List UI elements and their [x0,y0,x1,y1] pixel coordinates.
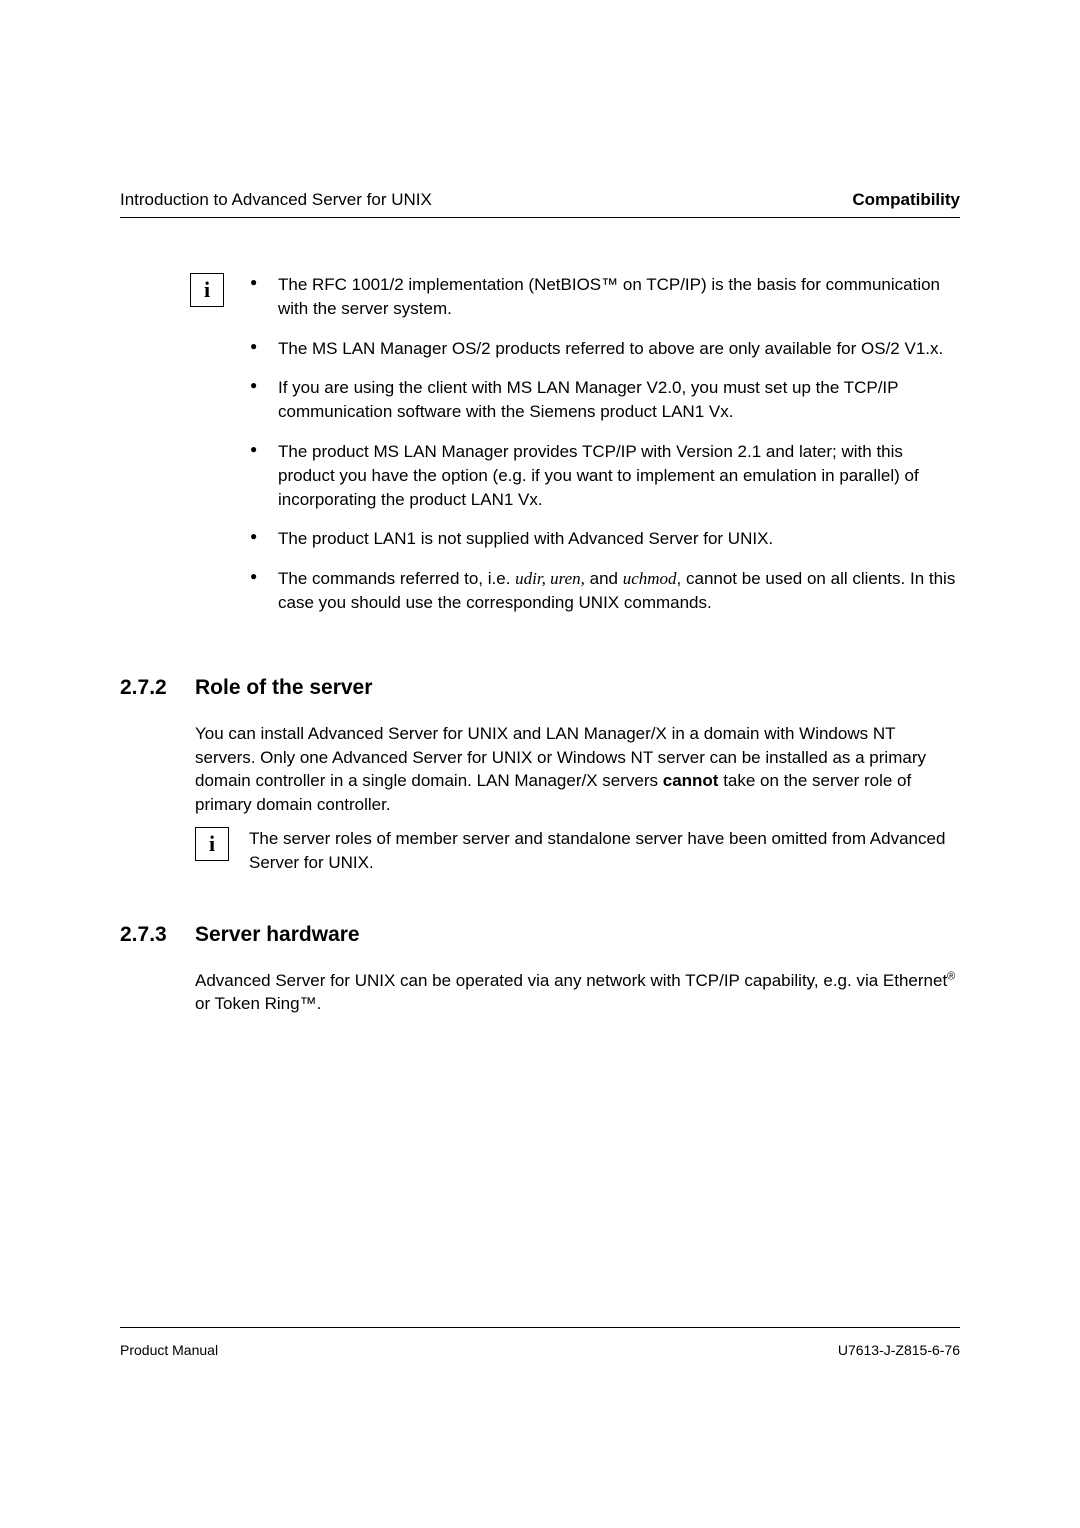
bold-text: cannot [663,771,719,790]
section-title: Server hardware [195,923,360,947]
header-left: Introduction to Advanced Server for UNIX [120,190,432,210]
list-item: The commands referred to, i.e. udir, ure… [250,567,960,615]
section-title: Role of the server [195,676,372,700]
list-item: The product MS LAN Manager provides TCP/… [250,440,960,511]
list-item: The MS LAN Manager OS/2 products referre… [250,337,960,361]
list-item: If you are using the client with MS LAN … [250,376,960,424]
bullet-text: The product MS LAN Manager provides TCP/… [278,442,919,509]
info-bullet-list: The RFC 1001/2 implementation (NetBIOS™ … [250,273,960,631]
section-number: 2.7.2 [120,676,195,700]
body-text-part: or Token Ring™. [195,994,321,1013]
bullet-text: and [585,569,623,588]
list-item: The product LAN1 is not supplied with Ad… [250,527,960,551]
superscript-text: ® [947,970,955,982]
section-273: 2.7.3 Server hardware Advanced Server fo… [120,923,960,1017]
bullet-text: The RFC 1001/2 implementation (NetBIOS™ … [278,275,940,318]
info-icon: i [190,273,224,307]
footer-right: U7613-J-Z815-6-76 [838,1342,960,1358]
bullet-text: The MS LAN Manager OS/2 products referre… [278,339,943,358]
info-note-block: i The RFC 1001/2 implementation (NetBIOS… [120,273,960,631]
body-text-part: Advanced Server for UNIX can be operated… [195,971,947,990]
section-heading: 2.7.3 Server hardware [120,923,960,947]
section-note: i The server roles of member server and … [195,827,960,875]
section-heading: 2.7.2 Role of the server [120,676,960,700]
bullet-text: If you are using the client with MS LAN … [278,378,898,421]
info-icon: i [195,827,229,861]
bullet-text: The product LAN1 is not supplied with Ad… [278,529,773,548]
note-text: The server roles of member server and st… [249,827,960,875]
list-item: The RFC 1001/2 implementation (NetBIOS™ … [250,273,960,321]
page-footer: Product Manual U7613-J-Z815-6-76 [120,1327,960,1358]
italic-text: udir, uren, [515,569,585,588]
section-body: Advanced Server for UNIX can be operated… [195,969,960,1017]
bullet-text: The commands referred to, i.e. [278,569,515,588]
italic-text: uchmod [623,569,677,588]
section-body: You can install Advanced Server for UNIX… [195,722,960,817]
page-header: Introduction to Advanced Server for UNIX… [120,190,960,218]
header-right: Compatibility [852,190,960,210]
section-272: 2.7.2 Role of the server You can install… [120,676,960,875]
section-number: 2.7.3 [120,923,195,947]
footer-left: Product Manual [120,1342,218,1358]
